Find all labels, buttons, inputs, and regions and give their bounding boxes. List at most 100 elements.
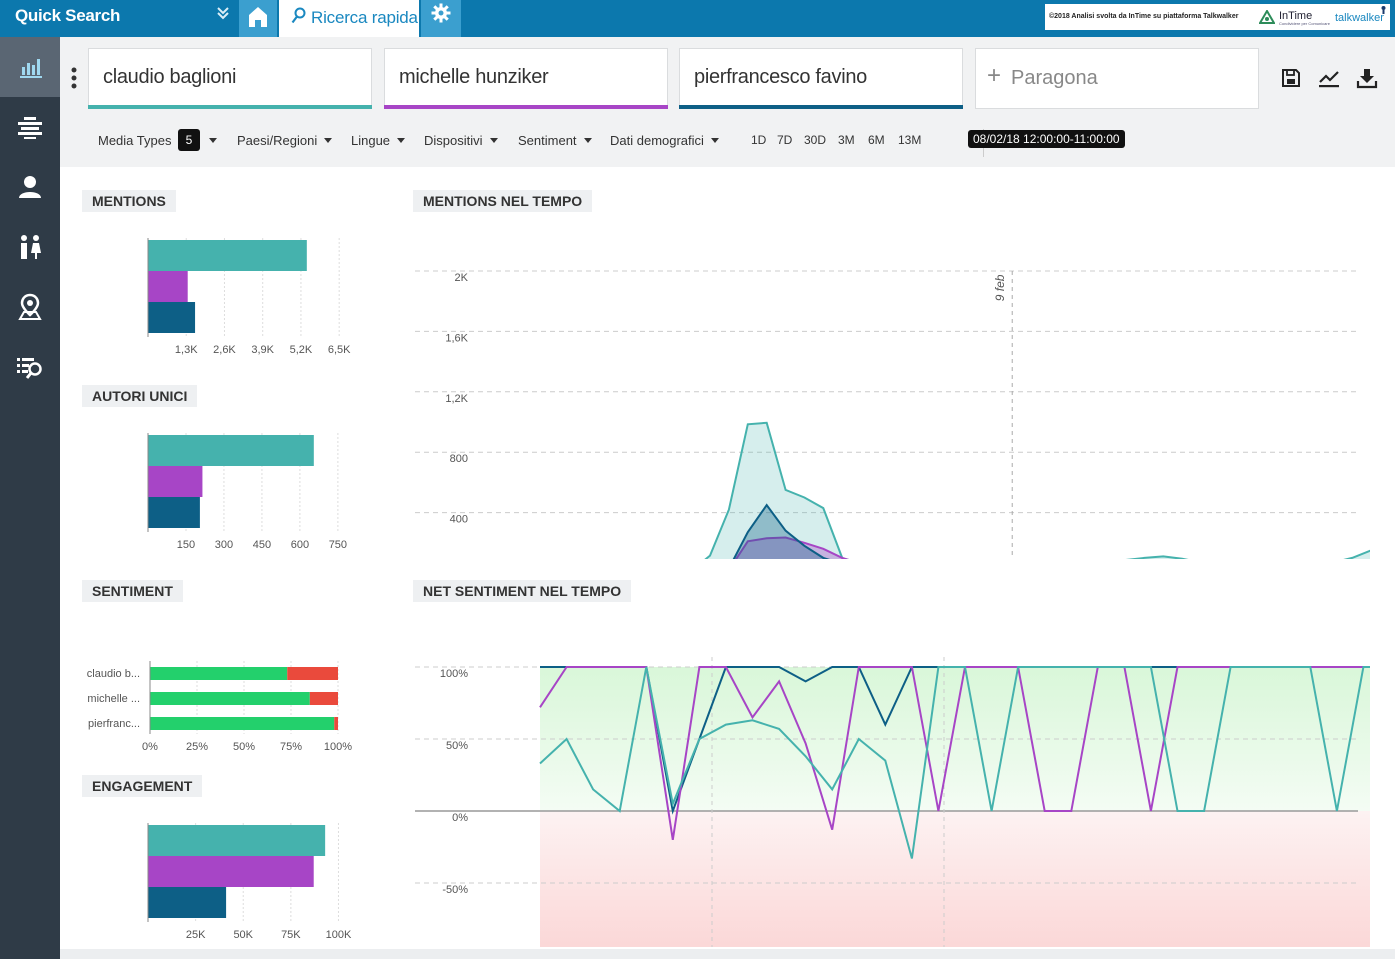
tick-label: 1,3K bbox=[175, 344, 198, 356]
term-box-claudio[interactable]: claudio baglioni bbox=[88, 48, 372, 109]
people-icon bbox=[21, 235, 41, 259]
tick-label: 25% bbox=[186, 741, 208, 752]
bar-1 bbox=[148, 825, 326, 856]
app-title: Quick Search bbox=[15, 6, 121, 25]
bar-2 bbox=[148, 856, 314, 887]
period-6m[interactable]: 6M bbox=[868, 133, 885, 147]
filter-label: Paesi/Regioni bbox=[237, 133, 318, 148]
bar-3 bbox=[148, 887, 227, 918]
chevron-down-icon bbox=[710, 138, 719, 143]
tick-label: 75% bbox=[280, 741, 302, 752]
period-30d[interactable]: 30D bbox=[804, 133, 827, 147]
user-icon bbox=[19, 176, 41, 198]
query-header: claudio baglioni michelle hunziker pierf… bbox=[60, 37, 1395, 167]
filter-label: Sentiment bbox=[518, 133, 577, 148]
tick-label: 600 bbox=[291, 539, 309, 551]
date-range-badge[interactable]: 08/02/18 12:00:00-11:00:00 bbox=[968, 130, 1125, 148]
intime-logo-icon bbox=[1259, 10, 1275, 24]
y-tick-label: 400 bbox=[450, 514, 468, 526]
sidebar bbox=[0, 37, 60, 959]
bar-3 bbox=[148, 302, 196, 333]
home-tab[interactable] bbox=[239, 0, 277, 37]
bar-negative bbox=[287, 667, 338, 680]
home-icon bbox=[249, 7, 267, 27]
gear-icon bbox=[431, 3, 451, 23]
settings-tab[interactable] bbox=[421, 0, 461, 37]
kebab-menu-icon[interactable] bbox=[71, 67, 77, 89]
period-13m[interactable]: 13M bbox=[898, 133, 922, 147]
map-pin-icon bbox=[18, 293, 42, 320]
filter-sentiment[interactable]: Sentiment bbox=[518, 133, 592, 148]
tick-label: 2,6K bbox=[213, 344, 236, 356]
compare-button[interactable]: + Paragona bbox=[975, 48, 1259, 109]
save-icon[interactable] bbox=[1280, 67, 1302, 89]
tick-label: 50K bbox=[233, 929, 253, 941]
filter-languages[interactable]: Lingue bbox=[351, 133, 406, 148]
period-7d[interactable]: 7D bbox=[777, 133, 793, 147]
y-tick-label: 100% bbox=[440, 668, 468, 680]
negative-zone bbox=[540, 811, 1370, 947]
sidebar-item-overview[interactable] bbox=[0, 37, 60, 97]
term-color-bar bbox=[384, 105, 668, 109]
filter-label: Lingue bbox=[351, 133, 391, 148]
chevron-down-icon bbox=[397, 138, 406, 143]
brand-credit: ©2018 Analisi svolta da InTime su piatta… bbox=[1049, 13, 1239, 20]
chevron-down-icon bbox=[583, 138, 592, 143]
tick-label: 300 bbox=[215, 539, 233, 551]
y-tick-label: 2K bbox=[455, 272, 469, 284]
term-text: claudio baglioni bbox=[103, 66, 237, 88]
filter-media-types-caret[interactable] bbox=[202, 133, 217, 148]
y-tick-label: 50% bbox=[446, 740, 468, 752]
period-3m[interactable]: 3M bbox=[838, 133, 855, 147]
term-color-bar bbox=[679, 105, 963, 109]
main-panel: claudio baglioni michelle hunziker pierf… bbox=[60, 37, 1395, 949]
section-title-engagement: ENGAGEMENT bbox=[82, 775, 203, 797]
bar-chart-icon bbox=[20, 59, 42, 78]
plus-icon: + bbox=[987, 62, 1002, 89]
sidebar-item-map[interactable] bbox=[0, 277, 60, 337]
term-box-pierfrancesco[interactable]: pierfrancesco favino bbox=[679, 48, 963, 109]
y-tick-label: 0% bbox=[452, 812, 468, 824]
category-label: michelle ... bbox=[87, 693, 140, 705]
sidebar-item-influencers[interactable] bbox=[0, 157, 60, 217]
bar-positive bbox=[150, 667, 288, 680]
trend-icon[interactable] bbox=[1318, 67, 1340, 89]
period-1d[interactable]: 1D bbox=[751, 133, 767, 147]
series-area-3 bbox=[733, 505, 827, 559]
category-label: claudio b... bbox=[87, 668, 140, 680]
bar-positive bbox=[150, 717, 335, 730]
chevron-double-down-icon[interactable] bbox=[213, 5, 233, 29]
chevron-down-icon bbox=[489, 138, 498, 143]
sidebar-item-demographics[interactable] bbox=[0, 217, 60, 277]
tick-label: 0% bbox=[142, 741, 158, 752]
y-tick-label: -50% bbox=[442, 884, 468, 896]
filter-regions[interactable]: Paesi/Regioni bbox=[237, 133, 333, 148]
list-search-icon bbox=[17, 358, 42, 379]
bar-2 bbox=[148, 466, 203, 497]
tick-label: 150 bbox=[177, 539, 195, 551]
chevron-down-icon bbox=[209, 138, 217, 143]
top-bar: Quick Search Ricerca rapida ©2018 Analis… bbox=[0, 0, 1395, 37]
y-tick-label: 800 bbox=[450, 453, 468, 465]
tick-label: 750 bbox=[329, 539, 347, 551]
term-box-michelle[interactable]: michelle hunziker bbox=[384, 48, 668, 109]
filter-devices[interactable]: Dispositivi bbox=[424, 133, 498, 148]
tick-label: 100K bbox=[326, 929, 352, 941]
brand-banner: ©2018 Analisi svolta da InTime su piatta… bbox=[1045, 4, 1390, 30]
chevron-down-icon bbox=[324, 138, 333, 143]
term-text: pierfrancesco favino bbox=[694, 66, 867, 88]
download-icon[interactable] bbox=[1356, 67, 1378, 89]
filter-media-types[interactable]: Media Types bbox=[98, 133, 171, 148]
tab-quick-search[interactable]: Ricerca rapida bbox=[279, 0, 419, 37]
tick-label: 6,5K bbox=[328, 344, 351, 356]
stream-icon bbox=[18, 117, 42, 139]
sidebar-item-search-results[interactable] bbox=[0, 337, 60, 397]
section-title-unique-authors: AUTORI UNICI bbox=[82, 385, 198, 407]
filter-demographics[interactable]: Dati demografici bbox=[610, 133, 719, 148]
tab-label: Ricerca rapida bbox=[311, 8, 418, 27]
bar-1 bbox=[148, 240, 307, 271]
series-line-1 bbox=[704, 421, 1370, 559]
sidebar-item-stream[interactable] bbox=[0, 97, 60, 157]
category-label: pierfranc... bbox=[88, 718, 140, 730]
tick-label: 50% bbox=[233, 741, 255, 752]
